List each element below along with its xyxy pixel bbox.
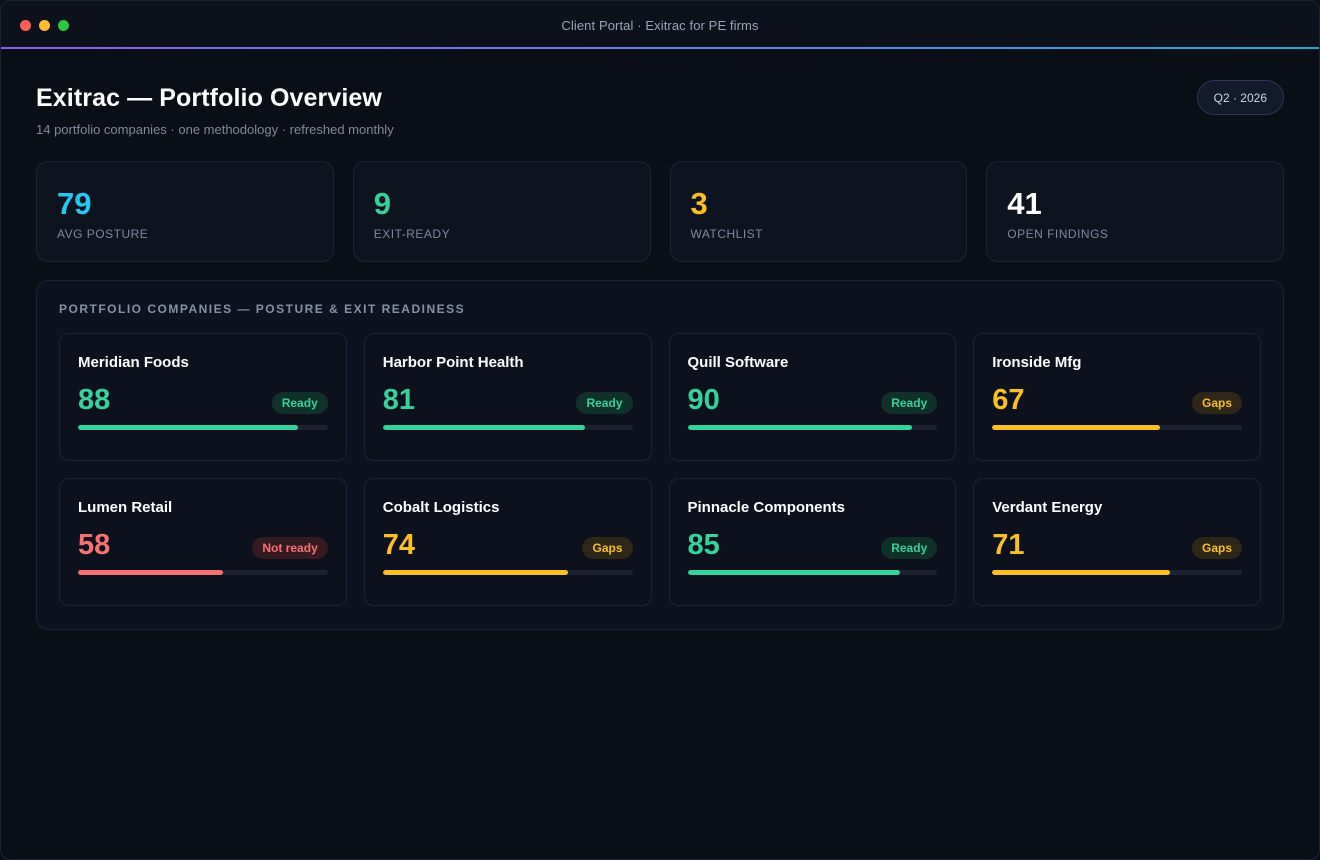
status-badge: Ready xyxy=(881,392,938,414)
posture-bar-track xyxy=(78,570,328,575)
page-header: Exitrac — Portfolio Overview 14 portfoli… xyxy=(36,49,1284,161)
company-card[interactable]: Harbor Point Health 81 Ready xyxy=(363,333,652,461)
period-selector[interactable]: Q2 · 2026 xyxy=(1196,80,1284,115)
kpi-label: Avg posture xyxy=(57,227,149,241)
kpi-card-exit-ready: 9 Exit-ready xyxy=(352,161,651,262)
posture-bar-fill xyxy=(687,570,900,575)
status-badge: Not ready xyxy=(252,537,328,559)
score-row: 74 Gaps xyxy=(383,529,633,561)
window-title: Client Portal · Exitrac for PE firms xyxy=(561,17,759,33)
company-name: Lumen Retail xyxy=(78,499,173,516)
kpi-value: 79 xyxy=(57,186,92,221)
title-bar: Client Portal · Exitrac for PE firms xyxy=(1,1,1319,49)
posture-score: 67 xyxy=(992,384,1025,416)
score-row: 81 Ready xyxy=(383,384,633,416)
company-card[interactable]: Pinnacle Components 85 Ready xyxy=(668,478,957,606)
posture-score: 81 xyxy=(382,384,416,416)
company-card[interactable]: Verdant Energy 71 Gaps xyxy=(973,478,1261,606)
company-name: Harbor Point Health xyxy=(382,354,524,371)
company-name: Verdant Energy xyxy=(992,499,1103,516)
main-content: Exitrac — Portfolio Overview 14 portfoli… xyxy=(1,49,1319,630)
company-grid: Meridian Foods 88 Ready Harbor Point Hea… xyxy=(59,333,1261,606)
posture-bar-track xyxy=(382,425,633,430)
status-badge: Ready xyxy=(576,392,633,414)
company-name: Ironside Mfg xyxy=(992,354,1082,371)
status-badge: Gaps xyxy=(1191,537,1242,559)
posture-bar-fill xyxy=(687,425,913,430)
posture-bar-track xyxy=(992,425,1242,430)
kpi-label: Open findings xyxy=(1007,227,1109,241)
panel-title: Portfolio companies — posture & exit rea… xyxy=(59,302,466,316)
window-controls xyxy=(20,20,69,31)
kpi-value: 3 xyxy=(690,186,708,221)
status-badge: Ready xyxy=(271,392,328,414)
status-badge: Gaps xyxy=(582,537,633,559)
posture-bar-track xyxy=(78,425,328,430)
kpi-value: 41 xyxy=(1007,186,1042,221)
posture-bar-track xyxy=(687,425,938,430)
kpi-card-avg-posture: 79 Avg posture xyxy=(36,161,334,262)
company-name: Cobalt Logistics xyxy=(382,499,500,516)
score-row: 88 Ready xyxy=(78,384,328,416)
posture-bar-fill xyxy=(382,570,568,575)
company-card[interactable]: Meridian Foods 88 Ready xyxy=(59,333,347,461)
page-subtitle: 14 portfolio companies · one methodology… xyxy=(36,122,394,137)
score-row: 58 Not ready xyxy=(78,529,328,561)
posture-score: 88 xyxy=(78,384,111,416)
portfolio-panel: Portfolio companies — posture & exit rea… xyxy=(36,280,1284,630)
score-row: 85 Ready xyxy=(688,529,938,561)
posture-score: 71 xyxy=(992,529,1025,561)
posture-score: 90 xyxy=(687,384,720,416)
posture-score: 58 xyxy=(78,529,111,561)
status-badge: Gaps xyxy=(1191,392,1242,414)
company-name: Pinnacle Components xyxy=(687,499,846,516)
score-row: 67 Gaps xyxy=(992,384,1242,416)
posture-score: 85 xyxy=(687,529,720,561)
company-card[interactable]: Ironside Mfg 67 Gaps xyxy=(973,333,1261,461)
company-card[interactable]: Lumen Retail 58 Not ready xyxy=(59,478,347,606)
score-row: 71 Gaps xyxy=(992,529,1242,561)
posture-bar-fill xyxy=(382,425,586,430)
status-badge: Ready xyxy=(881,537,938,559)
zoom-window-button[interactable] xyxy=(58,20,69,31)
kpi-label: Watchlist xyxy=(690,227,763,241)
posture-bar-track xyxy=(382,570,633,575)
kpi-row: 79 Avg posture 9 Exit-ready 3 Watchlist … xyxy=(36,161,1284,262)
kpi-label: Exit-ready xyxy=(373,227,451,241)
company-card[interactable]: Quill Software 90 Ready xyxy=(668,333,957,461)
kpi-value: 9 xyxy=(373,186,391,221)
posture-score: 74 xyxy=(382,529,416,561)
posture-bar-fill xyxy=(78,425,298,430)
posture-bar-fill xyxy=(992,425,1160,430)
kpi-card-watchlist: 3 Watchlist xyxy=(669,161,968,262)
company-name: Meridian Foods xyxy=(78,354,189,371)
company-card[interactable]: Cobalt Logistics 74 Gaps xyxy=(363,478,652,606)
posture-bar-fill xyxy=(78,570,223,575)
posture-bar-track xyxy=(687,570,938,575)
page-title: Exitrac — Portfolio Overview xyxy=(36,84,382,112)
company-name: Quill Software xyxy=(687,354,789,371)
close-window-button[interactable] xyxy=(20,20,31,31)
kpi-card-open-findings: 41 Open findings xyxy=(986,161,1284,262)
minimize-window-button[interactable] xyxy=(39,20,50,31)
posture-bar-track xyxy=(992,570,1242,575)
posture-bar-fill xyxy=(992,570,1170,575)
score-row: 90 Ready xyxy=(688,384,938,416)
